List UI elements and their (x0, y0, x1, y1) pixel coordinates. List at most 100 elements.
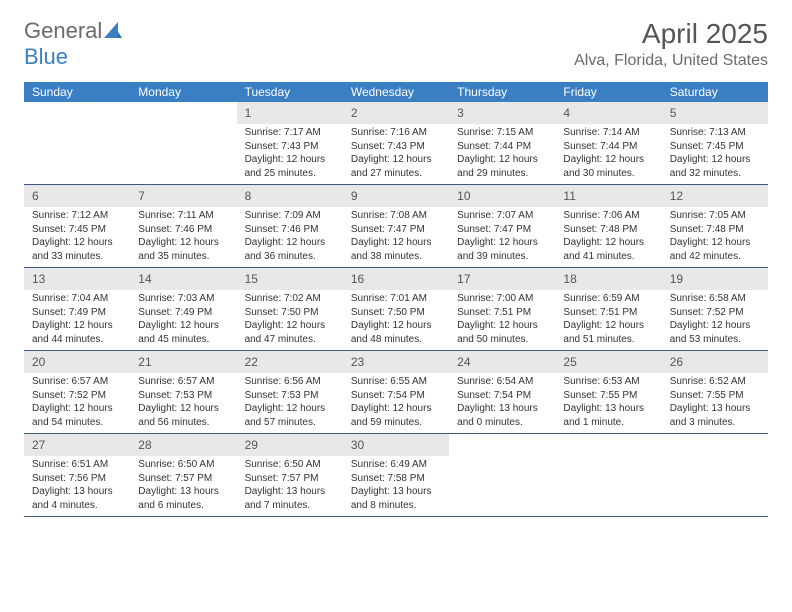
sunset-line: Sunset: 7:51 PM (563, 306, 653, 320)
day-details: Sunrise: 7:02 AMSunset: 7:50 PMDaylight:… (237, 290, 343, 350)
weeks-container: 1 Sunrise: 7:17 AMSunset: 7:43 PM Daylight… (24, 102, 768, 517)
sunrise-line: Sunrise: 7:07 AM (457, 209, 547, 223)
day-details: Sunrise: 6:54 AMSunset: 7:54 PMDaylight:… (449, 373, 555, 433)
day-details: Sunrise: 6:50 AMSunset: 7:57 PMDaylight:… (237, 456, 343, 516)
calendar-cell: 12Sunrise: 7:05 AMSunset: 7:48 PMDayligh… (662, 185, 768, 267)
weekday-header: Wednesday (343, 82, 449, 102)
sunrise-line: Sunrise: 6:59 AM (563, 292, 653, 306)
day-number: 17 (457, 272, 470, 286)
calendar-cell: 18Sunrise: 6:59 AMSunset: 7:51 PMDayligh… (555, 268, 661, 350)
sunrise-line: Sunrise: 6:51 AM (32, 458, 122, 472)
sunset-line: Sunset: 7:45 PM (670, 140, 760, 154)
day-number: 11 (563, 189, 575, 203)
calendar-cell (449, 434, 555, 516)
daylight-line: Daylight: 12 hours and 57 minutes. (245, 402, 335, 429)
day-number: 20 (32, 355, 45, 369)
sunset-line: Sunset: 7:44 PM (457, 140, 547, 154)
calendar-cell: 13Sunrise: 7:04 AMSunset: 7:49 PMDayligh… (24, 268, 130, 350)
sunset-line: Sunset: 7:43 PM (245, 140, 335, 154)
day-number: 9 (351, 189, 358, 203)
daylight-line: Daylight: 13 hours and 1 minute. (563, 402, 653, 429)
day-number: 1 (245, 106, 252, 120)
sunrise-line: Sunrise: 6:52 AM (670, 375, 760, 389)
day-number: 30 (351, 438, 364, 452)
sunset-line: Sunset: 7:56 PM (32, 472, 122, 486)
calendar-week: 27Sunrise: 6:51 AMSunset: 7:56 PMDayligh… (24, 434, 768, 517)
calendar-cell (555, 434, 661, 516)
day-number: 21 (138, 355, 151, 369)
daylight-line: Daylight: 12 hours and 42 minutes. (670, 236, 760, 263)
sunrise-line: Sunrise: 7:00 AM (457, 292, 547, 306)
title-block: April 2025 Alva, Florida, United States (574, 18, 768, 70)
calendar-cell: 29 Sunrise: 6:50 AMSunset: 7:57 PMDayligh… (237, 434, 343, 516)
sunset-line: Sunset: 7:51 PM (457, 306, 547, 320)
brand-logo: GeneralBlue (24, 18, 122, 70)
brand-part2: Blue (24, 44, 68, 69)
sunset-line: Sunset: 7:55 PM (670, 389, 760, 403)
day-number: 27 (32, 438, 45, 452)
day-number: 24 (457, 355, 470, 369)
calendar-cell: 14Sunrise: 7:03 AMSunset: 7:49 PMDayligh… (130, 268, 236, 350)
day-number: 22 (245, 355, 258, 369)
calendar-cell: 25Sunrise: 6:53 AMSunset: 7:55 PMDayligh… (555, 351, 661, 433)
weekday-header: Friday (555, 82, 661, 102)
day-number-row: 13 (24, 268, 130, 290)
day-number-row: 9 (343, 185, 449, 207)
day-number: 29 (245, 438, 258, 452)
day-details: Sunrise: 6:55 AMSunset: 7:54 PMDaylight:… (343, 373, 449, 433)
day-number: 10 (457, 189, 470, 203)
day-details: Sunrise: 7:14 AMSunset: 7:44 PMDaylight:… (555, 124, 661, 184)
day-details: Sunrise: 6:57 AMSunset: 7:53 PMDaylight:… (130, 373, 236, 433)
sunrise-line: Sunrise: 7:15 AM (457, 126, 547, 140)
location-text: Alva, Florida, United States (574, 52, 768, 70)
sunset-line: Sunset: 7:48 PM (670, 223, 760, 237)
day-number-row: 15 (237, 268, 343, 290)
daylight-line: Daylight: 13 hours and 8 minutes. (351, 485, 441, 512)
calendar-cell: 3Sunrise: 7:15 AMSunset: 7:44 PMDaylight… (449, 102, 555, 184)
day-number-row: 22 (237, 351, 343, 373)
daylight-line: Daylight: 12 hours and 56 minutes. (138, 402, 228, 429)
sunrise-line: Sunrise: 7:06 AM (563, 209, 653, 223)
day-number-row: 6 (24, 185, 130, 207)
daylight-line: Daylight: 12 hours and 32 minutes. (670, 153, 760, 180)
calendar-cell: 5Sunrise: 7:13 AMSunset: 7:45 PMDaylight… (662, 102, 768, 184)
sunrise-line: Sunrise: 6:55 AM (351, 375, 441, 389)
day-details: Sunrise: 7:05 AMSunset: 7:48 PMDaylight:… (662, 207, 768, 267)
day-number: 4 (563, 106, 570, 120)
calendar-page: GeneralBlue April 2025 Alva, Florida, Un… (0, 0, 792, 535)
calendar-cell: 16Sunrise: 7:01 AMSunset: 7:50 PMDayligh… (343, 268, 449, 350)
day-number-row: 24 (449, 351, 555, 373)
day-number-row: 26 (662, 351, 768, 373)
sunset-line: Sunset: 7:45 PM (32, 223, 122, 237)
sunset-line: Sunset: 7:54 PM (351, 389, 441, 403)
day-number-row: 27 (24, 434, 130, 456)
daylight-line: Daylight: 12 hours and 54 minutes. (32, 402, 122, 429)
day-number-row: 8 (237, 185, 343, 207)
day-details: Sunrise: 6:58 AMSunset: 7:52 PMDaylight:… (662, 290, 768, 350)
daylight-line: Daylight: 12 hours and 36 minutes. (245, 236, 335, 263)
calendar-week: 13Sunrise: 7:04 AMSunset: 7:49 PMDayligh… (24, 268, 768, 351)
calendar-cell: 26Sunrise: 6:52 AMSunset: 7:55 PMDayligh… (662, 351, 768, 433)
sunset-line: Sunset: 7:46 PM (138, 223, 228, 237)
sunset-line: Sunset: 7:47 PM (457, 223, 547, 237)
day-details: Sunrise: 7:11 AMSunset: 7:46 PMDaylight:… (130, 207, 236, 267)
day-number-row: 10 (449, 185, 555, 207)
day-number: 16 (351, 272, 364, 286)
day-number-row: 25 (555, 351, 661, 373)
sunrise-line: Sunrise: 7:17 AM (245, 126, 335, 140)
daylight-line: Daylight: 13 hours and 4 minutes. (32, 485, 122, 512)
day-number-row: 23 (343, 351, 449, 373)
daylight-line: Daylight: 13 hours and 7 minutes. (245, 485, 335, 512)
weekday-header: Thursday (449, 82, 555, 102)
day-number-row: 3 (449, 102, 555, 124)
daylight-line: Daylight: 12 hours and 30 minutes. (563, 153, 653, 180)
month-title: April 2025 (574, 18, 768, 50)
calendar-cell: 15 Sunrise: 7:02 AMSunset: 7:50 PMDayligh… (237, 268, 343, 350)
weekday-header: Sunday (24, 82, 130, 102)
day-number: 15 (245, 272, 258, 286)
calendar-cell: 28Sunrise: 6:50 AMSunset: 7:57 PMDayligh… (130, 434, 236, 516)
day-number-row: 5 (662, 102, 768, 124)
calendar-cell: 2Sunrise: 7:16 AMSunset: 7:43 PMDaylight… (343, 102, 449, 184)
brand-part1: General (24, 18, 102, 43)
sunrise-line: Sunrise: 6:50 AM (138, 458, 228, 472)
